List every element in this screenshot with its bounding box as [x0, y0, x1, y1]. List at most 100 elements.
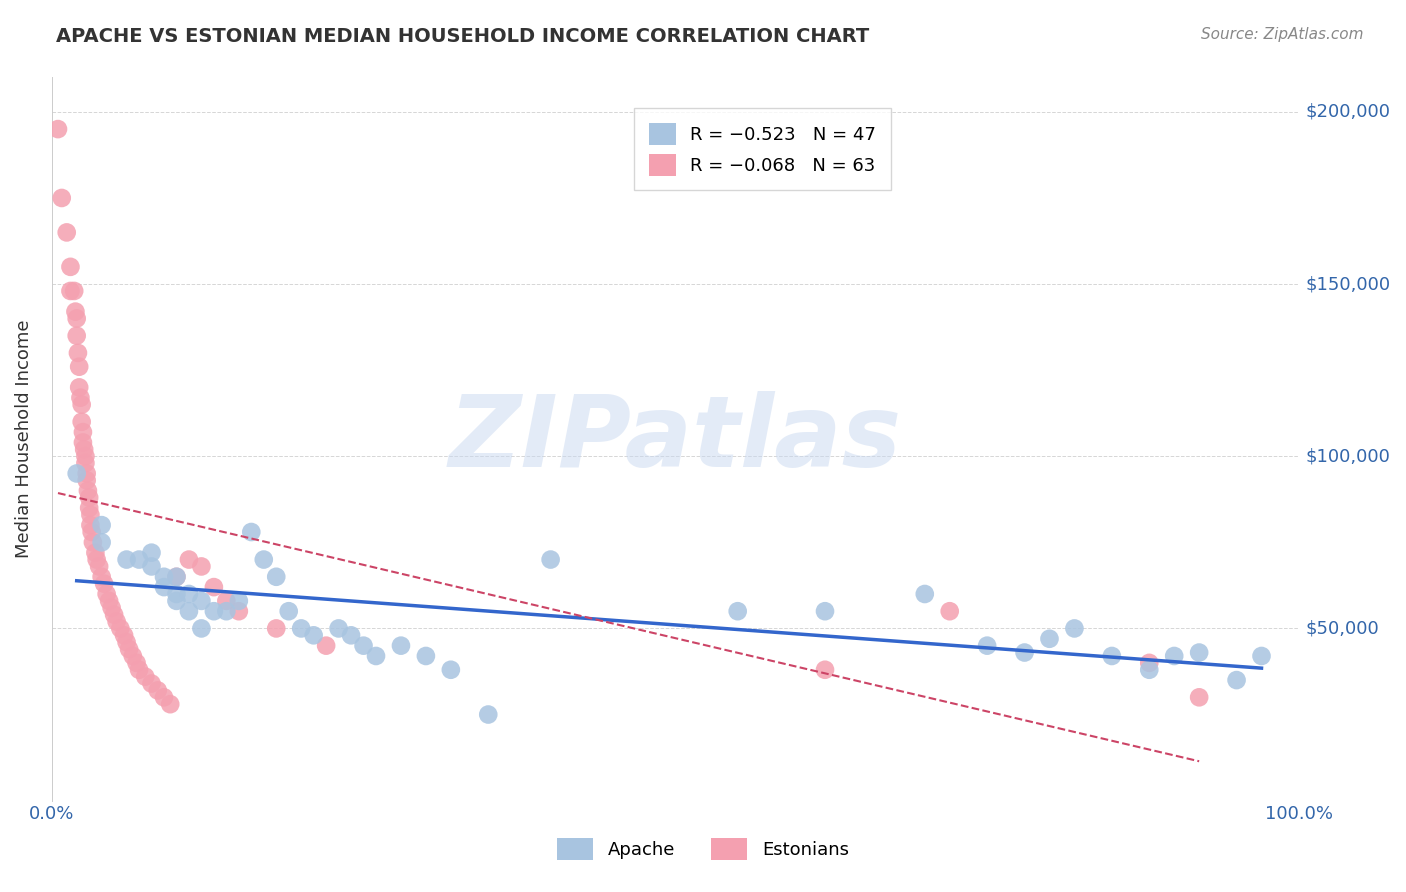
- Estonians: [80, 524, 103, 539]
- Apache: [215, 604, 238, 618]
- Apache: [153, 570, 176, 584]
- Apache: [115, 552, 138, 566]
- Estonians: [84, 546, 107, 560]
- Y-axis label: Median Household Income: Median Household Income: [15, 319, 32, 558]
- Apache: [1038, 632, 1060, 646]
- Text: $200,000: $200,000: [1306, 103, 1391, 121]
- Text: $50,000: $50,000: [1306, 619, 1379, 638]
- Estonians: [159, 697, 181, 711]
- Apache: [190, 594, 212, 608]
- Estonians: [66, 328, 89, 343]
- Estonians: [228, 604, 250, 618]
- Apache: [202, 604, 225, 618]
- Apache: [1014, 646, 1036, 660]
- Apache: [302, 628, 325, 642]
- Estonians: [72, 425, 94, 439]
- Apache: [253, 552, 276, 566]
- Estonians: [141, 676, 163, 690]
- Apache: [153, 580, 176, 594]
- Estonians: [938, 604, 960, 618]
- Apache: [727, 604, 749, 618]
- Estonians: [166, 570, 188, 584]
- Estonians: [121, 648, 143, 663]
- Estonians: [110, 622, 132, 636]
- Estonians: [70, 398, 93, 412]
- Estonians: [264, 622, 287, 636]
- Apache: [177, 604, 200, 618]
- Text: $100,000: $100,000: [1306, 447, 1391, 466]
- Apache: [353, 639, 375, 653]
- Apache: [128, 552, 150, 566]
- Apache: [166, 594, 188, 608]
- Apache: [277, 604, 299, 618]
- Estonians: [55, 226, 77, 240]
- Estonians: [75, 449, 97, 463]
- Apache: [1188, 646, 1211, 660]
- Apache: [177, 587, 200, 601]
- Apache: [240, 524, 263, 539]
- Text: Source: ZipAtlas.com: Source: ZipAtlas.com: [1201, 27, 1364, 42]
- Estonians: [112, 628, 135, 642]
- Estonians: [67, 380, 90, 394]
- Estonians: [66, 311, 89, 326]
- Estonians: [153, 690, 176, 705]
- Estonians: [90, 570, 112, 584]
- Estonians: [115, 635, 138, 649]
- Apache: [228, 594, 250, 608]
- Estonians: [202, 580, 225, 594]
- Estonians: [67, 359, 90, 374]
- Apache: [976, 639, 998, 653]
- Estonians: [215, 594, 238, 608]
- Estonians: [65, 304, 87, 318]
- Estonians: [100, 600, 122, 615]
- Estonians: [63, 284, 86, 298]
- Estonians: [51, 191, 73, 205]
- Apache: [914, 587, 936, 601]
- Estonians: [46, 122, 69, 136]
- Estonians: [89, 559, 111, 574]
- Apache: [290, 622, 312, 636]
- Estonians: [190, 559, 212, 574]
- Estonians: [73, 442, 96, 457]
- Estonians: [77, 491, 100, 505]
- Apache: [90, 518, 112, 533]
- Estonians: [96, 587, 118, 601]
- Text: ZIPatlas: ZIPatlas: [449, 391, 901, 488]
- Apache: [1250, 648, 1272, 663]
- Estonians: [134, 670, 156, 684]
- Estonians: [128, 663, 150, 677]
- Apache: [340, 628, 363, 642]
- Apache: [1063, 622, 1085, 636]
- Text: $150,000: $150,000: [1306, 275, 1391, 293]
- Estonians: [103, 607, 125, 622]
- Estonians: [125, 656, 148, 670]
- Apache: [166, 570, 188, 584]
- Apache: [328, 622, 350, 636]
- Apache: [166, 587, 188, 601]
- Apache: [264, 570, 287, 584]
- Estonians: [59, 260, 82, 274]
- Estonians: [105, 615, 128, 629]
- Estonians: [69, 391, 91, 405]
- Estonians: [1137, 656, 1160, 670]
- Apache: [440, 663, 463, 677]
- Apache: [540, 552, 562, 566]
- Estonians: [79, 508, 101, 522]
- Apache: [389, 639, 412, 653]
- Estonians: [77, 500, 100, 515]
- Estonians: [79, 518, 101, 533]
- Estonians: [93, 576, 115, 591]
- Estonians: [1188, 690, 1211, 705]
- Estonians: [72, 435, 94, 450]
- Estonians: [66, 346, 89, 360]
- Text: APACHE VS ESTONIAN MEDIAN HOUSEHOLD INCOME CORRELATION CHART: APACHE VS ESTONIAN MEDIAN HOUSEHOLD INCO…: [56, 27, 869, 45]
- Estonians: [98, 594, 121, 608]
- Estonians: [118, 642, 141, 657]
- Apache: [1163, 648, 1185, 663]
- Estonians: [177, 552, 200, 566]
- Estonians: [814, 663, 837, 677]
- Estonians: [76, 474, 98, 488]
- Estonians: [82, 535, 104, 549]
- Estonians: [315, 639, 337, 653]
- Apache: [1137, 663, 1160, 677]
